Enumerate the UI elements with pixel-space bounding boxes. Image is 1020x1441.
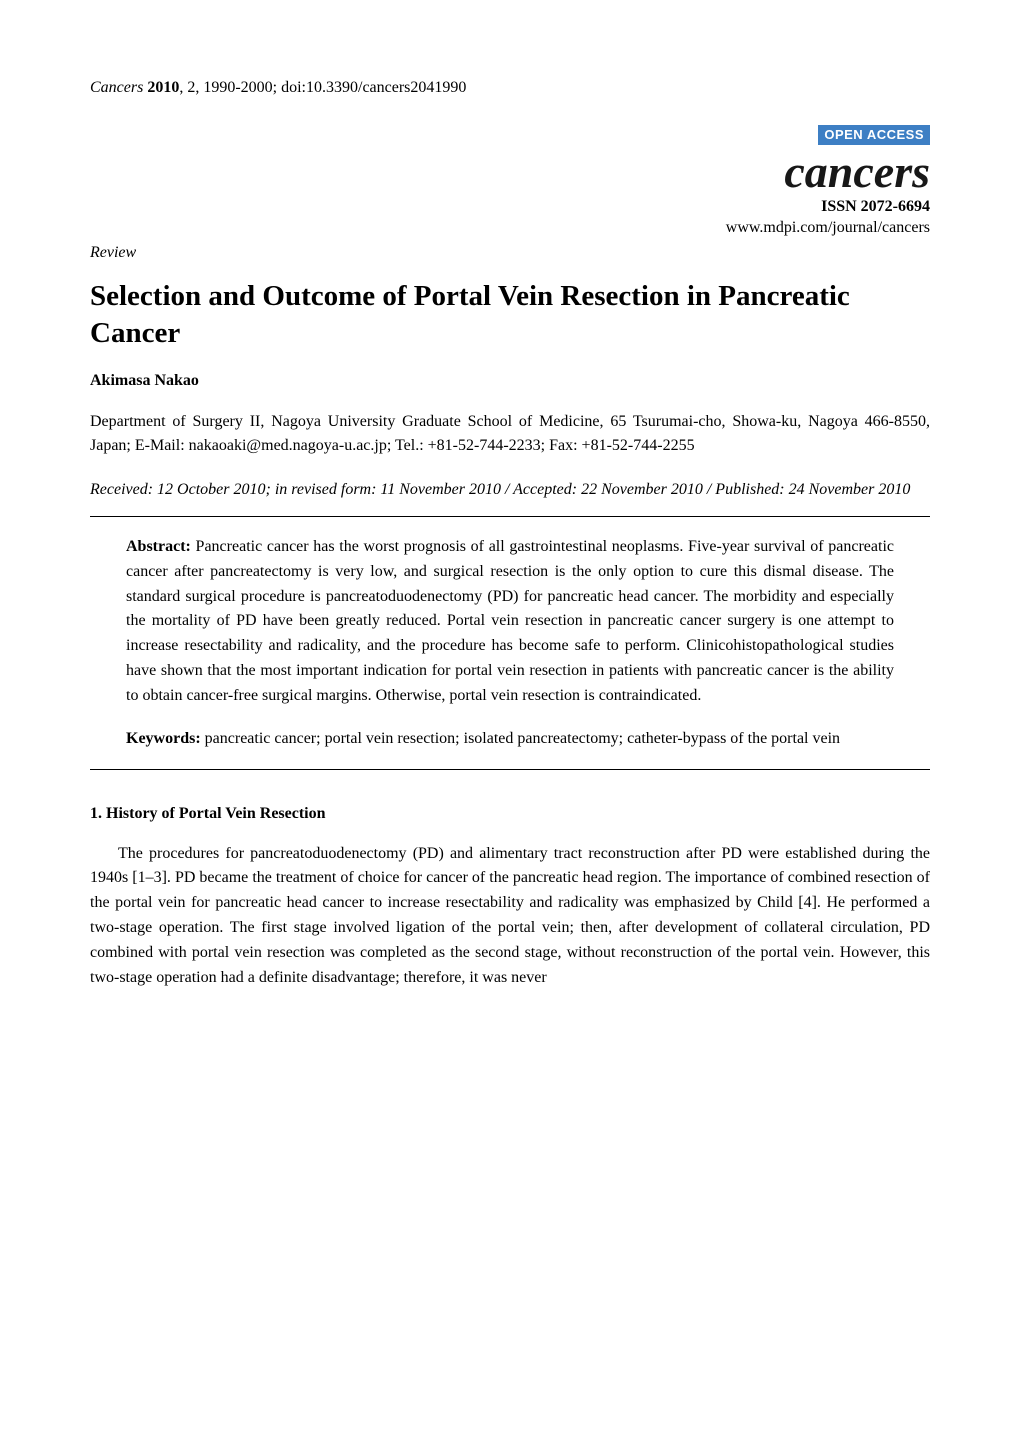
keywords-body: pancreatic cancer; portal vein resection… (201, 730, 840, 747)
journal-url: www.mdpi.com/journal/cancers (90, 218, 930, 237)
abstract-body: Pancreatic cancer has the worst prognosi… (126, 538, 894, 704)
open-access-badge: OPEN ACCESS (818, 125, 930, 145)
running-header-journal: Cancers (90, 79, 147, 96)
running-header-year: 2010 (147, 79, 179, 96)
abstract-label: Abstract: (126, 538, 191, 555)
open-access-row: OPEN ACCESS (90, 125, 930, 145)
body-paragraph: The procedures for pancreatoduodenectomy… (90, 842, 930, 991)
keywords-paragraph: Keywords: pancreatic cancer; portal vein… (126, 727, 894, 752)
author-name: Akimasa Nakao (90, 371, 930, 390)
article-title: Selection and Outcome of Portal Vein Res… (90, 278, 930, 351)
section-heading: 1. History of Portal Vein Resection (90, 804, 930, 823)
journal-logo: cancers (90, 149, 930, 195)
running-header-rest: , 2, 1990-2000; doi:10.3390/cancers20419… (179, 79, 466, 96)
article-type: Review (90, 243, 930, 262)
keywords-label: Keywords: (126, 730, 201, 747)
issn-line: ISSN 2072-6694 (90, 197, 930, 216)
abstract-paragraph: Abstract: Pancreatic cancer has the wors… (126, 535, 894, 709)
abstract-block: Abstract: Pancreatic cancer has the wors… (90, 517, 930, 769)
author-affiliation: Department of Surgery II, Nagoya Univers… (90, 410, 930, 458)
article-dates: Received: 12 October 2010; in revised fo… (90, 478, 930, 502)
running-header: Cancers 2010, 2, 1990-2000; doi:10.3390/… (90, 78, 930, 97)
rule-bottom (90, 769, 930, 770)
